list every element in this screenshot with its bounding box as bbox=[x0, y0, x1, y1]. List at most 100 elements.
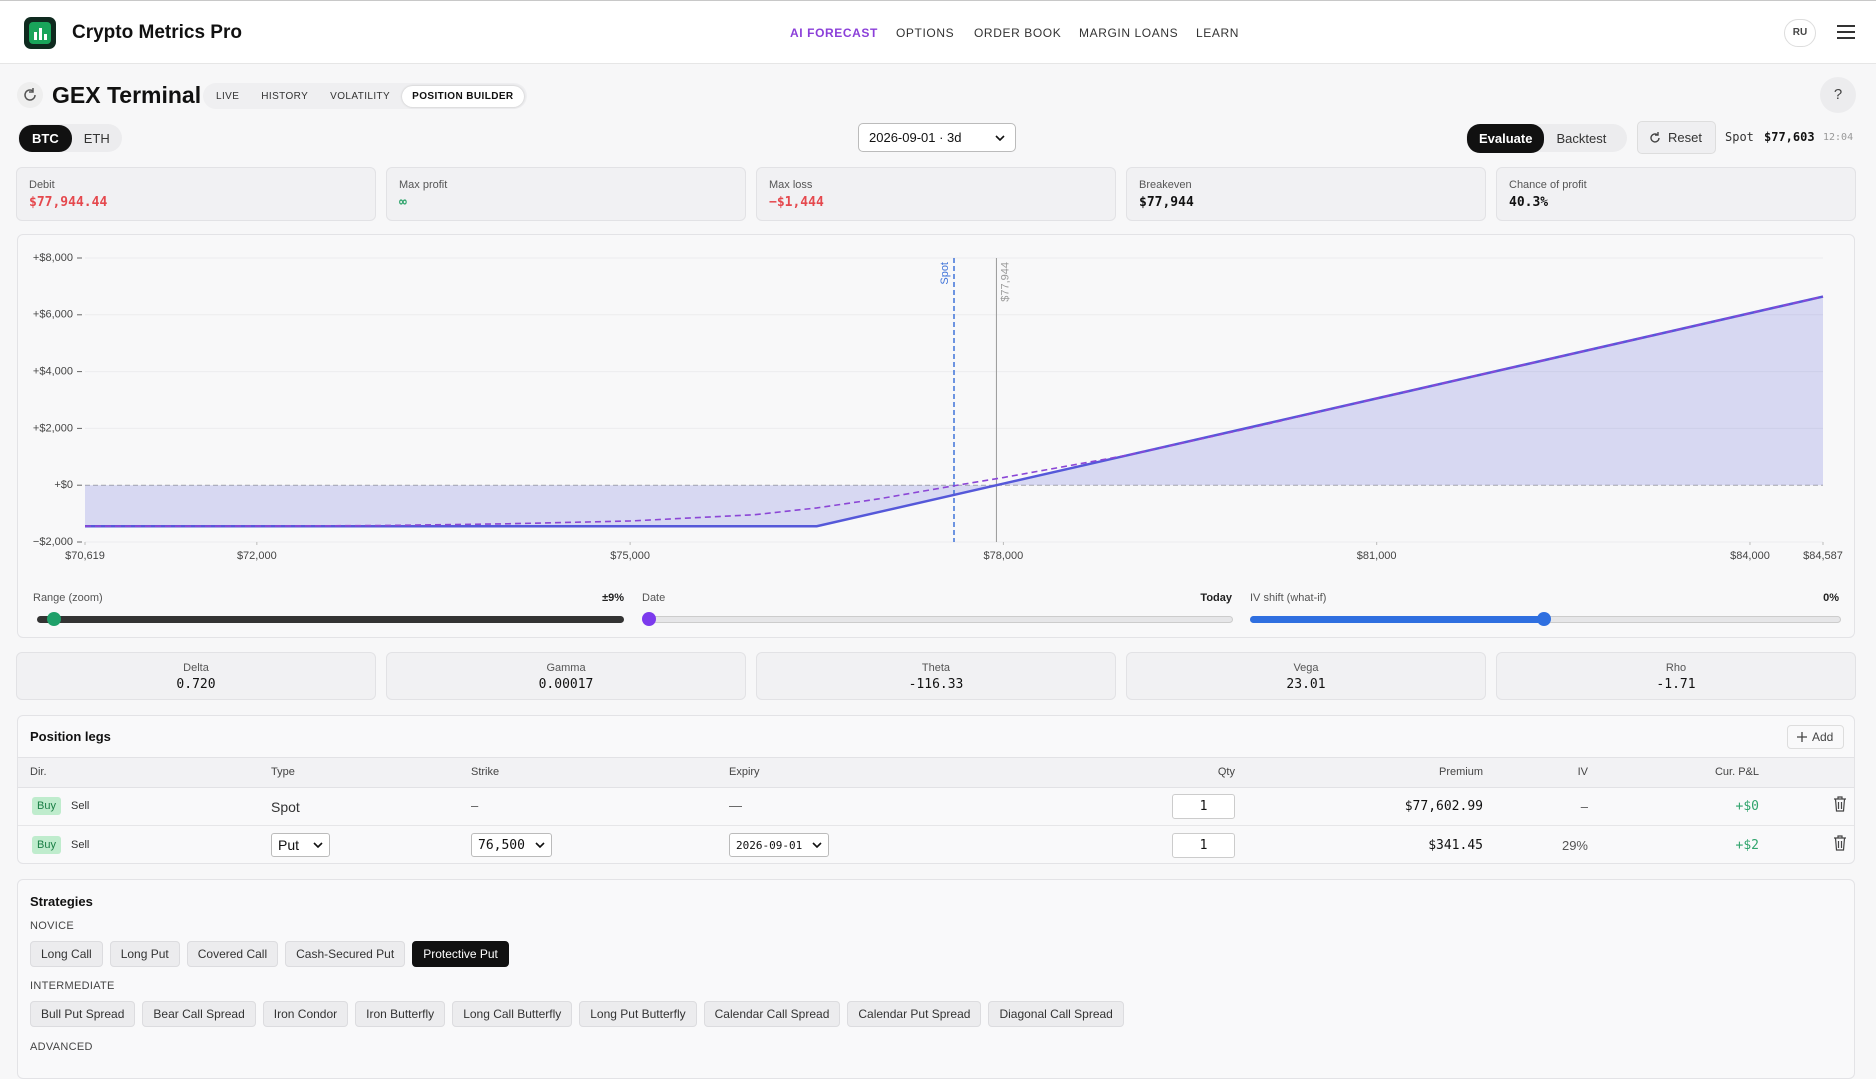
greek-card: Rho -1.71 bbox=[1496, 652, 1856, 700]
slider-label: Range (zoom) bbox=[33, 592, 103, 604]
strategy-chip[interactable]: Long Call bbox=[30, 941, 103, 967]
logo bbox=[24, 17, 56, 49]
tab[interactable]: LIVE bbox=[216, 90, 240, 102]
summary-card: Debit $77,944.44 bbox=[16, 167, 376, 221]
iv-thumb[interactable] bbox=[1537, 612, 1551, 626]
legs-title: Position legs bbox=[30, 729, 111, 744]
x-tick-label: $70,619 bbox=[65, 550, 105, 562]
sell-toggle[interactable]: Sell bbox=[71, 839, 90, 851]
sell-toggle[interactable]: Sell bbox=[71, 800, 90, 812]
y-tick-label: −$2,000 bbox=[33, 536, 73, 548]
strategy-chip[interactable]: Long Put Butterfly bbox=[579, 1001, 697, 1027]
summary-card: Max profit ∞ bbox=[386, 167, 746, 221]
tab[interactable]: VOLATILITY bbox=[330, 90, 391, 102]
strategy-chip[interactable]: Iron Butterfly bbox=[355, 1001, 446, 1027]
strategy-chip[interactable]: Cash-Secured Put bbox=[285, 941, 406, 967]
group-label: NOVICE bbox=[30, 920, 74, 932]
greek-value: 0.00017 bbox=[538, 677, 594, 692]
summary-label: Breakeven bbox=[1139, 179, 1192, 191]
type-select[interactable]: Put bbox=[271, 833, 330, 857]
expiry-leg-select[interactable]: 2026-09-01 bbox=[729, 833, 829, 857]
strategy-chip[interactable]: Bull Put Spread bbox=[30, 1001, 136, 1027]
nav-link[interactable]: LEARN bbox=[1196, 26, 1240, 40]
qty-input[interactable]: 1 bbox=[1172, 833, 1235, 858]
reset-label: Reset bbox=[1668, 130, 1702, 145]
slider-label: Date bbox=[642, 592, 666, 604]
strategy-chip[interactable]: Calendar Put Spread bbox=[847, 1001, 982, 1027]
row-divider bbox=[18, 825, 1854, 826]
leg-type: Spot bbox=[271, 799, 300, 815]
greeks: Delta 0.720 Gamma 0.00017 Theta -116.33 Veg… bbox=[16, 652, 1856, 700]
reset-button[interactable]: Reset bbox=[1637, 121, 1716, 154]
language-button[interactable]: RU bbox=[1784, 19, 1816, 47]
strategy-chip[interactable]: Long Put bbox=[109, 941, 180, 967]
tab[interactable]: HISTORY bbox=[261, 90, 309, 102]
asset-btc[interactable]: BTC bbox=[19, 124, 72, 152]
summary-value: 40.3% bbox=[1509, 195, 1549, 210]
greek-label: Theta bbox=[921, 662, 951, 674]
range-slider[interactable] bbox=[37, 616, 624, 623]
leg-pnl: +$2 bbox=[1735, 838, 1759, 853]
strategy-chip[interactable]: Bear Call Spread bbox=[142, 1001, 256, 1027]
summary-label: Max profit bbox=[399, 179, 448, 191]
column-header: Qty bbox=[1217, 766, 1235, 778]
date-slider[interactable] bbox=[649, 616, 1233, 623]
chip-row: Long Call Long Put Covered Call Cash-Secure… bbox=[30, 941, 509, 967]
delete-icon[interactable] bbox=[1833, 835, 1847, 851]
asset-eth[interactable]: ETH bbox=[83, 130, 110, 146]
summary-card: Chance of profit 40.3% bbox=[1496, 167, 1856, 221]
greek-card: Delta 0.720 bbox=[16, 652, 376, 700]
leg-strike: – bbox=[471, 798, 479, 813]
slider-value: Today bbox=[1200, 592, 1232, 604]
greek-label: Vega bbox=[1293, 662, 1319, 674]
nav-link[interactable]: OPTIONS bbox=[896, 26, 955, 40]
strike-select[interactable]: 76,500 bbox=[471, 833, 552, 857]
greek-label: Delta bbox=[183, 662, 209, 674]
buy-toggle[interactable]: Buy bbox=[32, 797, 61, 815]
strike-value: 76,500 bbox=[478, 837, 525, 853]
help-button[interactable]: ? bbox=[1820, 77, 1856, 113]
strategy-chip[interactable]: Covered Call bbox=[186, 941, 279, 967]
spot-time: 12:04 bbox=[1823, 132, 1854, 143]
expiry-select[interactable]: 2026-09-01 · 3d bbox=[858, 123, 1016, 152]
x-tick-label: $72,000 bbox=[237, 550, 277, 562]
summary-card: Breakeven $77,944 bbox=[1126, 167, 1486, 221]
strategy-chip[interactable]: Diagonal Call Spread bbox=[988, 1001, 1124, 1027]
refresh-button[interactable] bbox=[16, 81, 44, 109]
spot-label: Spot bbox=[1725, 130, 1754, 144]
range-thumb[interactable] bbox=[47, 612, 61, 626]
qty-input[interactable]: 1 bbox=[1172, 794, 1235, 819]
strategy-chip[interactable]: Iron Condor bbox=[262, 1001, 349, 1027]
nav-link[interactable]: MARGIN LOANS bbox=[1079, 26, 1179, 40]
mode-toggle: Evaluate Backtest bbox=[1466, 123, 1627, 153]
app-name: Crypto Metrics Pro bbox=[72, 22, 242, 43]
strategy-chip[interactable]: Calendar Call Spread bbox=[703, 1001, 841, 1027]
add-label: Add bbox=[1812, 730, 1834, 744]
terminal-title: GEX Terminal bbox=[52, 82, 202, 108]
y-tick-label: +$4,000 bbox=[33, 366, 73, 378]
column-header: Expiry bbox=[729, 766, 760, 778]
menu-icon[interactable] bbox=[1836, 23, 1856, 41]
tab-active[interactable]: POSITION BUILDER bbox=[402, 85, 524, 107]
strategy-chip[interactable]: Long Call Butterfly bbox=[452, 1001, 573, 1027]
leg-premium: $341.45 bbox=[1428, 838, 1483, 853]
expiry-value: 2026-09-01 · 3d bbox=[869, 130, 962, 145]
current-pnl-line bbox=[84, 295, 1824, 528]
mode-backtest[interactable]: Backtest bbox=[1556, 130, 1607, 146]
date-thumb[interactable] bbox=[642, 612, 656, 626]
nav-link[interactable]: AI FORECAST bbox=[790, 26, 878, 40]
nav-link[interactable]: ORDER BOOK bbox=[974, 26, 1062, 40]
delete-icon[interactable] bbox=[1833, 796, 1847, 812]
annotation-label: $77,944 bbox=[999, 262, 1011, 302]
summary-value: −$1,444 bbox=[769, 195, 824, 210]
leg-pnl: +$0 bbox=[1735, 799, 1759, 814]
summary-value: ∞ bbox=[399, 195, 407, 210]
chip-row: Bull Put Spread Bear Call Spread Iron Cond… bbox=[30, 1001, 1124, 1027]
leg-premium: $77,602.99 bbox=[1404, 799, 1483, 814]
buy-toggle[interactable]: Buy bbox=[32, 836, 61, 854]
iv-fill bbox=[1250, 616, 1544, 623]
x-tick-label: $78,000 bbox=[984, 550, 1024, 562]
add-button[interactable]: Add bbox=[1787, 725, 1844, 749]
mode-evaluate[interactable]: Evaluate bbox=[1467, 123, 1545, 153]
strategy-chip[interactable]: Protective Put bbox=[412, 941, 509, 967]
